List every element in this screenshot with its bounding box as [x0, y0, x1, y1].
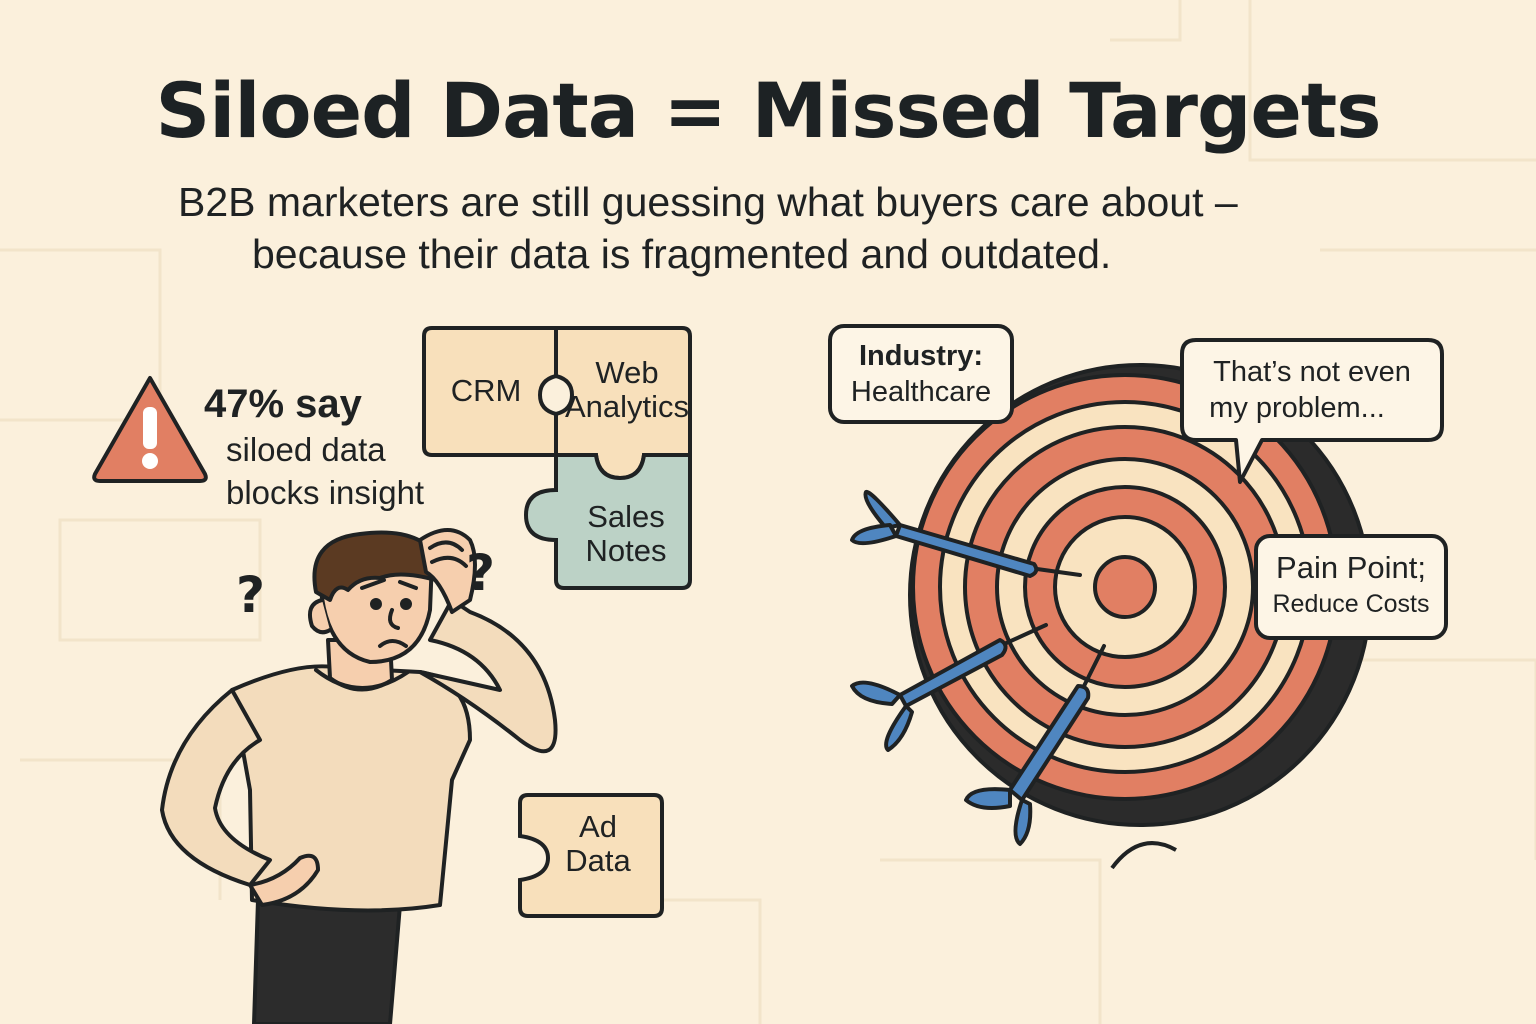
- puzzle-piece-ad-data: [518, 793, 664, 918]
- stat-line-1: siloed data: [226, 431, 386, 468]
- bubble-label-problem: That’s not even my problem...: [1184, 354, 1440, 426]
- puzzle-piece-sales-notes: [523, 453, 692, 590]
- page-title: Siloed Data = Missed Targets: [155, 66, 1382, 155]
- bubble-industry: [828, 324, 1014, 424]
- subtitle-line-1: B2B marketers are still guessing what bu…: [178, 179, 1238, 225]
- warning-icon: [92, 376, 208, 483]
- bubble-pain-point: [1254, 534, 1448, 640]
- question-mark-left: ?: [236, 566, 265, 624]
- puzzle-label-web-1: Web: [595, 355, 659, 390]
- question-mark-right: ?: [466, 544, 495, 602]
- bubble-problem-line-2: my problem...: [1209, 392, 1385, 424]
- bubble-label-industry: Industry: Healthcare: [832, 338, 1010, 410]
- puzzle-label-web: Web Analytics: [560, 356, 694, 424]
- stat-callout: 47% say siloed data blocks insight: [204, 380, 484, 514]
- puzzle-label-sales-1: Sales: [587, 499, 665, 534]
- bubble-pain-line-2: Reduce Costs: [1272, 590, 1430, 618]
- puzzle-label-sales: Sales Notes: [560, 500, 692, 568]
- subtitle: B2B marketers are still guessing what bu…: [178, 176, 1338, 280]
- dart-2: [850, 623, 1048, 752]
- subtitle-line-2: because their data is fragmented and out…: [252, 231, 1112, 277]
- puzzle-label-web-2: Analytics: [564, 389, 690, 424]
- target-board: [908, 363, 1372, 827]
- bubble-industry-line-2: Healthcare: [850, 376, 992, 408]
- bubble-pain-line-1: Pain Point;: [1276, 550, 1426, 585]
- ground-arc: [1110, 841, 1177, 870]
- confused-person: [160, 528, 558, 1024]
- dart-1: [850, 489, 1082, 578]
- puzzle-label-crm: CRM: [450, 373, 522, 408]
- bubble-industry-line-1: Industry:: [858, 340, 984, 372]
- puzzle-label-ad: Ad Data: [534, 810, 662, 878]
- puzzle-label-sales-2: Notes: [585, 533, 667, 568]
- bubble-problem-line-1: That’s not even: [1213, 356, 1411, 388]
- stat-headline: 47% say: [204, 382, 362, 426]
- bubble-problem: [1180, 338, 1444, 484]
- bubble-label-pain-point: Pain Point; Reduce Costs: [1258, 550, 1444, 622]
- stat-line-2: blocks insight: [226, 474, 425, 511]
- puzzle-label-ad-1: Ad: [579, 809, 617, 844]
- dart-3: [964, 644, 1106, 846]
- puzzle-label-ad-2: Data: [565, 843, 631, 878]
